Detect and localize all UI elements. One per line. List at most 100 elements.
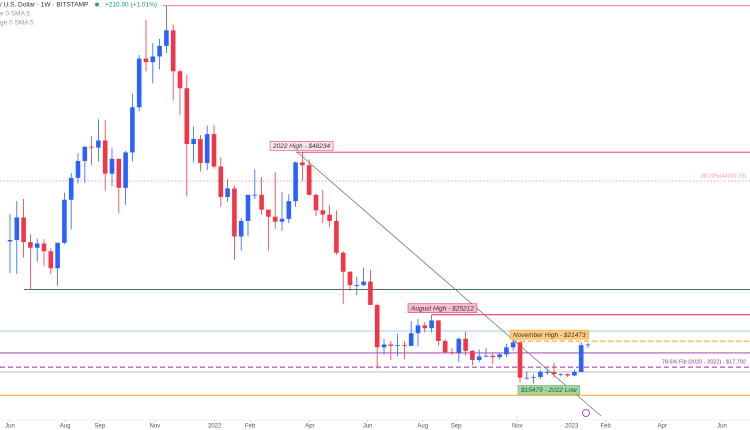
candle-body [442, 340, 448, 353]
candle-body [374, 304, 380, 348]
candle-body [504, 347, 509, 355]
candle-body [436, 320, 441, 341]
candle-body [218, 166, 224, 197]
candle-body [157, 45, 162, 57]
candle-body [408, 333, 414, 346]
candle-body [266, 209, 271, 217]
candle-body [483, 355, 489, 357]
x-tick-label: Nov [150, 424, 161, 430]
x-tick-label: Feb [245, 424, 256, 430]
indicator-label: ge 0 SMA 5 [0, 20, 34, 27]
candle-body [211, 134, 217, 167]
candle-body [96, 140, 101, 148]
candle-body [572, 372, 577, 376]
candle-body [225, 188, 230, 197]
candle-body [279, 218, 285, 222]
x-tick-label: Aug [417, 424, 428, 430]
indicator-label: e 0 SMA 5 [0, 11, 30, 18]
level-label: 2022 High - $48234 [272, 143, 330, 150]
candle-body [381, 344, 387, 348]
candle-body [55, 242, 60, 269]
x-tick-label: Sep [94, 424, 105, 430]
level-label: November High - $21473 [513, 332, 586, 339]
level-label-box [269, 140, 334, 151]
candle-body [75, 160, 81, 178]
candle-body [361, 281, 366, 286]
candle-body [551, 372, 557, 375]
candle-body [429, 320, 434, 329]
candle-body [544, 372, 550, 373]
candle-body [245, 194, 251, 221]
candle-body [130, 107, 135, 153]
x-tick-label: Sep [451, 424, 462, 430]
candle-body [585, 344, 591, 346]
event-icon [582, 409, 590, 417]
candle-body [524, 377, 530, 379]
candle-body [463, 338, 468, 351]
candle-body [272, 216, 278, 222]
x-tick-label: Aug [60, 424, 71, 430]
x-tick-label: 2022 [208, 424, 222, 430]
levels [0, 5, 750, 396]
candle-body [184, 88, 190, 144]
candle-body [170, 30, 176, 72]
candle-body [198, 139, 203, 164]
candle-body [531, 376, 536, 378]
candle-body [340, 252, 346, 272]
candle-body [415, 325, 421, 334]
candle-body [102, 140, 108, 174]
candle-body [293, 162, 298, 202]
candle-body [334, 220, 339, 253]
candle-body [538, 372, 543, 377]
x-tick-label: Jun [5, 424, 15, 430]
x-tick-label: Apr [305, 424, 314, 430]
level-label: August High - $25212 [410, 305, 474, 312]
candle-body [41, 243, 47, 252]
candle-body [300, 162, 305, 166]
candle-body [28, 242, 33, 248]
candle-body [21, 217, 26, 243]
candle-body [402, 345, 407, 346]
candle-body [558, 374, 564, 375]
candle-body [327, 214, 332, 221]
candle-body [449, 352, 455, 354]
candle-body [510, 342, 516, 348]
candle-body [191, 139, 196, 144]
x-tick-label: 2023 [565, 424, 579, 430]
candle-body [150, 56, 156, 63]
candle-body [123, 152, 128, 188]
candle-body [456, 338, 462, 353]
candle-body [368, 281, 373, 305]
candle-body [313, 194, 319, 211]
candle-body [497, 354, 502, 358]
level-labels: 2022 High - $48234 38.20%(44150.70) August… [269, 140, 746, 395]
candle-body [306, 165, 312, 195]
candle-body [204, 134, 210, 164]
candle-body [14, 217, 20, 240]
candle-body [286, 201, 292, 219]
trend-line [296, 151, 602, 417]
x-tick-label: Feb [601, 424, 612, 430]
candle-body [48, 251, 54, 269]
candle-body [476, 356, 482, 360]
x-tick-label: Apr [657, 424, 666, 430]
candle-body [136, 58, 142, 108]
level-label: 78.6% Fib (2020 - 2022) - $17,792 [662, 360, 746, 366]
candle-body [143, 58, 149, 63]
candle-body [422, 325, 428, 329]
candle-body [259, 194, 264, 210]
candle-body [388, 344, 394, 346]
candle-body [177, 71, 183, 89]
candle-body [82, 146, 88, 161]
candle-body [89, 146, 94, 148]
status-dot [95, 2, 99, 7]
candle-body [354, 285, 360, 286]
candle-body [395, 345, 400, 346]
candle-body [565, 374, 570, 376]
candle-body [116, 158, 122, 188]
x-tick-label: Jun [717, 424, 727, 430]
chart-title: / U.S. Dollar · 1W · BITSTAMP [0, 2, 88, 9]
candle-body [109, 158, 115, 174]
